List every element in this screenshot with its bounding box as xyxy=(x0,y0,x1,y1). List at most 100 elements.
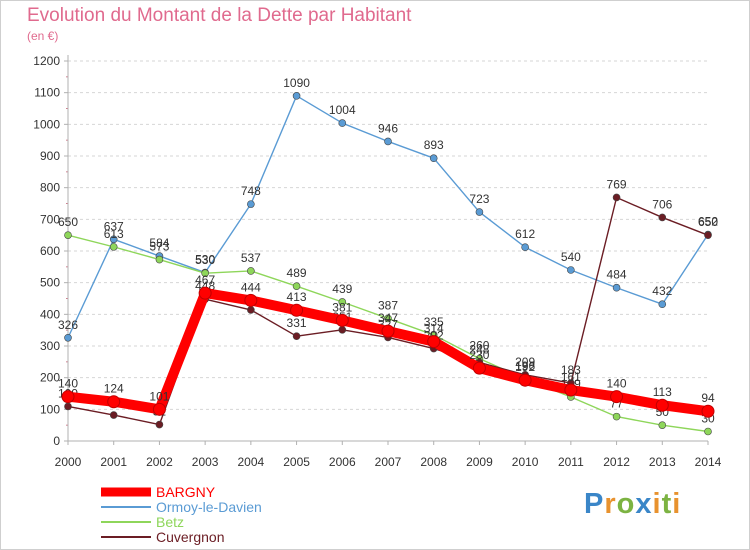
data-point-betz xyxy=(338,298,347,306)
data-label-ormoy-le-davien: 723 xyxy=(469,192,489,206)
x-tick-label: 2008 xyxy=(420,455,447,469)
data-label-ormoy-le-davien: 432 xyxy=(652,284,672,298)
data-point-betz xyxy=(658,421,667,429)
y-tick-label: 100 xyxy=(40,402,60,416)
data-point-bargny xyxy=(518,373,532,387)
x-tick-label: 2012 xyxy=(603,455,630,469)
data-label-ormoy-le-davien: 484 xyxy=(607,268,627,282)
data-label-cuvergnon: 769 xyxy=(607,177,627,191)
data-label-betz: 335 xyxy=(424,315,444,329)
data-point-cuvergnon xyxy=(109,411,118,419)
data-point-bargny xyxy=(244,293,258,307)
data-label-bargny: 124 xyxy=(104,382,124,396)
logo-letter: r xyxy=(604,488,617,520)
data-label-bargny: 444 xyxy=(241,280,261,294)
data-point-bargny xyxy=(564,383,578,397)
data-label-bargny: 140 xyxy=(58,377,78,391)
data-label-bargny: 230 xyxy=(469,348,489,362)
x-tick-label: 2013 xyxy=(649,455,676,469)
data-label-cuvergnon: 706 xyxy=(652,197,672,211)
x-tick-label: 2003 xyxy=(192,455,219,469)
data-point-betz xyxy=(247,267,255,275)
data-label-bargny: 467 xyxy=(195,273,215,287)
data-point-betz xyxy=(612,412,621,421)
data-label-bargny: 101 xyxy=(149,389,169,403)
x-tick-label: 2004 xyxy=(238,455,265,469)
data-label-betz: 387 xyxy=(378,298,398,312)
data-point-ormoy-le-davien xyxy=(567,266,575,274)
data-label-ormoy-le-davien: 946 xyxy=(378,121,398,135)
logo-letter: i xyxy=(672,488,682,520)
data-label-betz: 489 xyxy=(287,266,307,280)
data-label-ormoy-le-davien: 637 xyxy=(104,219,124,233)
data-label-betz: 573 xyxy=(149,240,169,254)
y-tick-label: 900 xyxy=(40,149,60,163)
data-label-bargny: 192 xyxy=(515,360,535,374)
data-label-ormoy-le-davien: 584 xyxy=(149,236,169,250)
x-tick-label: 2005 xyxy=(283,455,310,469)
data-label-bargny: 347 xyxy=(378,311,398,325)
data-point-betz xyxy=(292,282,301,290)
y-tick-label: 500 xyxy=(40,276,60,290)
x-tick-label: 2010 xyxy=(512,455,539,469)
data-point-bargny xyxy=(701,404,715,418)
data-point-betz xyxy=(384,314,392,323)
data-label-bargny: 413 xyxy=(287,290,307,304)
data-point-bargny xyxy=(610,390,624,404)
data-label-bargny: 113 xyxy=(653,385,672,399)
data-label-cuvergnon: 248 xyxy=(469,342,489,356)
logo-letter: P xyxy=(584,488,605,520)
logo-letter: o xyxy=(616,488,636,520)
data-point-bargny xyxy=(61,390,75,404)
data-label-cuvergnon: 209 xyxy=(515,355,535,369)
data-point-bargny xyxy=(152,402,166,416)
data-point-bargny xyxy=(198,286,212,300)
data-point-betz xyxy=(704,427,712,436)
data-point-bargny xyxy=(655,398,669,412)
data-point-cuvergnon xyxy=(64,402,72,411)
proxiti-logo: Proxiti xyxy=(584,488,681,521)
y-tick-label: 1100 xyxy=(34,86,60,100)
data-label-ormoy-le-davien: 530 xyxy=(195,253,215,267)
y-tick-label: 400 xyxy=(40,307,60,321)
x-tick-label: 2002 xyxy=(146,455,173,469)
data-label-ormoy-le-davien: 748 xyxy=(241,184,261,198)
y-tick-label: 600 xyxy=(40,244,60,258)
data-label-bargny: 161 xyxy=(561,370,581,384)
data-label-cuvergnon: 183 xyxy=(561,363,581,377)
data-point-ormoy-le-davien xyxy=(475,208,484,216)
data-point-ormoy-le-davien xyxy=(658,300,667,309)
y-tick-label: 800 xyxy=(40,181,60,195)
y-tick-label: 1200 xyxy=(33,54,60,68)
data-label-cuvergnon: 650 xyxy=(698,215,718,229)
data-point-cuvergnon xyxy=(247,306,255,314)
data-label-betz: 530 xyxy=(195,253,215,267)
data-label-bargny: 381 xyxy=(332,300,352,314)
data-point-cuvergnon xyxy=(155,420,164,429)
data-label-ormoy-le-davien: 1090 xyxy=(283,76,310,90)
data-label-betz: 196 xyxy=(515,359,535,373)
data-point-ormoy-le-davien xyxy=(521,243,529,251)
data-point-cuvergnon xyxy=(658,213,667,222)
data-point-betz xyxy=(201,269,209,277)
logo-letter: x xyxy=(635,488,653,520)
data-label-betz: 260 xyxy=(469,339,489,353)
data-point-ormoy-le-davien xyxy=(429,154,438,163)
data-point-bargny xyxy=(335,313,349,327)
legend-label-bargny: BARGNY xyxy=(156,484,216,500)
y-tick-label: 300 xyxy=(40,339,60,353)
data-point-ormoy-le-davien xyxy=(292,92,301,100)
x-tick-label: 2007 xyxy=(375,455,402,469)
data-point-bargny xyxy=(427,335,441,349)
x-tick-label: 2000 xyxy=(55,455,82,469)
data-point-ormoy-le-davien xyxy=(338,119,347,127)
data-label-cuvergnon: 331 xyxy=(287,316,307,330)
y-tick-label: 200 xyxy=(40,371,60,385)
data-label-bargny: 140 xyxy=(607,377,627,391)
data-label-ormoy-le-davien: 893 xyxy=(424,138,444,152)
x-tick-label: 2011 xyxy=(558,455,584,469)
legend-label-betz: Betz xyxy=(156,514,184,530)
x-tick-label: 2009 xyxy=(466,455,493,469)
